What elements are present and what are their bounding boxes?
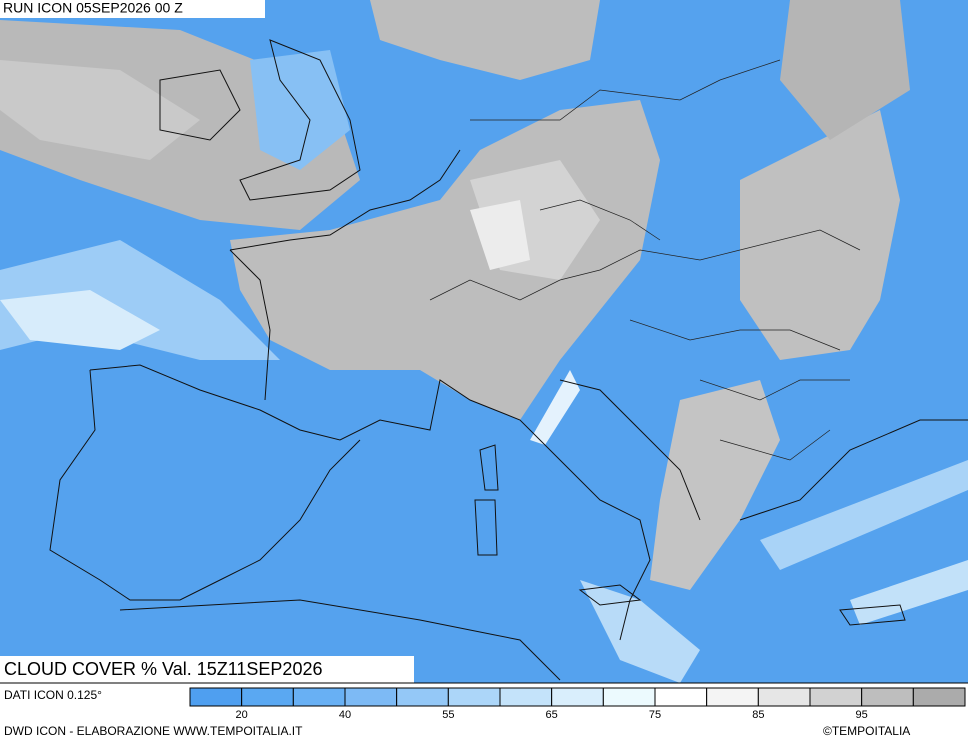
header-box <box>0 0 265 18</box>
legend-tick-label: 20 <box>236 709 248 721</box>
run-label: RUN ICON 05SEP2026 00 Z <box>3 0 183 16</box>
legend-swatch <box>292 687 346 707</box>
legend-swatch <box>602 687 656 707</box>
legend-tick-label: 75 <box>649 709 661 721</box>
legend-swatch <box>344 687 398 707</box>
legend-tick-label: 85 <box>752 709 764 721</box>
legend-swatch <box>809 687 863 707</box>
legend-swatch <box>499 687 553 707</box>
legend-swatch <box>189 687 243 707</box>
copyright: ©TEMPOITALIA <box>823 724 910 738</box>
source-label: DATI ICON 0.125° <box>4 688 102 702</box>
legend-tick-label: 65 <box>546 709 558 721</box>
legend-tick-label: 40 <box>339 709 351 721</box>
legend: 20 40 55 65 75 85 95 <box>189 687 966 721</box>
legend-tick-label: 95 <box>856 709 868 721</box>
title-box <box>0 656 414 683</box>
credit: DWD ICON - ELABORAZIONE WWW.TEMPOITALIA.… <box>4 724 303 738</box>
legend-swatch <box>447 687 501 707</box>
legend-tick-label: 55 <box>442 709 454 721</box>
cloud-field <box>0 0 968 683</box>
legend-swatch <box>757 687 811 707</box>
legend-swatch <box>551 687 604 707</box>
legend-swatch <box>241 687 294 707</box>
legend-swatch <box>706 687 759 707</box>
legend-swatch <box>861 687 914 707</box>
legend-swatch <box>654 687 708 707</box>
map-title: CLOUD COVER % Val. 15Z11SEP2026 <box>4 659 322 679</box>
legend-swatch <box>912 687 966 707</box>
borders <box>429 59 861 461</box>
legend-swatch <box>396 687 449 707</box>
coastlines <box>49 39 968 681</box>
